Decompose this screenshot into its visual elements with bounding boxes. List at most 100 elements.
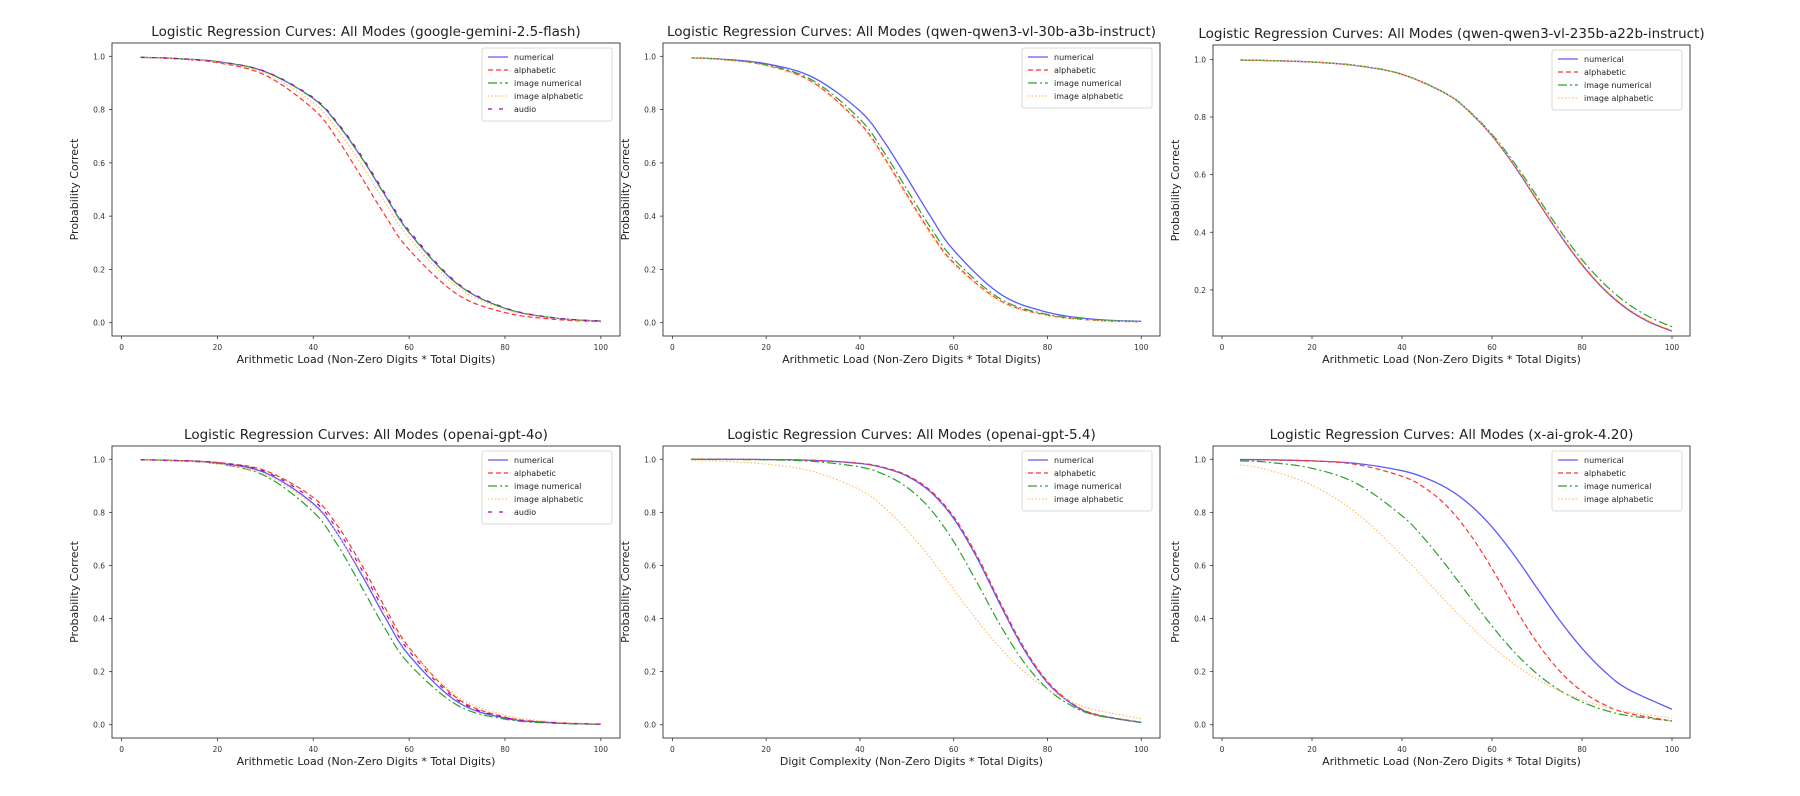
y-tick-label: 0.0 bbox=[93, 319, 105, 328]
legend-label: image alphabetic bbox=[1054, 495, 1123, 504]
legend-label: image numerical bbox=[1584, 482, 1651, 491]
x-tick-label: 40 bbox=[309, 745, 319, 754]
legend-label: image numerical bbox=[514, 482, 581, 491]
y-tick-label: 1.0 bbox=[93, 52, 105, 61]
x-tick-label: 80 bbox=[500, 343, 510, 352]
y-tick-label: 0.8 bbox=[1194, 113, 1206, 122]
legend-label: image alphabetic bbox=[514, 495, 583, 504]
x-axis-label: Arithmetic Load (Non-Zero Digits * Total… bbox=[782, 353, 1041, 366]
series-line-image-numerical bbox=[140, 459, 601, 725]
y-axis-label: Probability Correct bbox=[1169, 139, 1182, 241]
y-tick-label: 0.0 bbox=[644, 319, 656, 328]
x-tick-label: 60 bbox=[404, 343, 414, 352]
chart-title: Logistic Regression Curves: All Modes (o… bbox=[184, 427, 548, 443]
legend-label: numerical bbox=[1584, 456, 1624, 465]
x-tick-label: 0 bbox=[119, 343, 124, 352]
legend-label: alphabetic bbox=[514, 469, 556, 478]
chart-panel-2: Logistic Regression Curves: All Modes (q… bbox=[619, 24, 1161, 366]
legend-box bbox=[1021, 450, 1153, 512]
series-line-numerical bbox=[691, 57, 1142, 322]
y-tick-label: 0.0 bbox=[93, 721, 105, 730]
legend-box bbox=[481, 450, 613, 525]
x-tick-label: 60 bbox=[404, 745, 414, 754]
chart-panel-1: Logistic Regression Curves: All Modes (g… bbox=[68, 24, 621, 366]
y-tick-label: 0.4 bbox=[93, 212, 105, 221]
plot-area-frame bbox=[662, 42, 1161, 337]
legend-label: image alphabetic bbox=[1054, 92, 1123, 101]
x-tick-label: 80 bbox=[500, 745, 510, 754]
y-tick-label: 0.2 bbox=[93, 265, 105, 274]
y-tick-label: 0.8 bbox=[93, 508, 105, 517]
y-tick-label: 0.4 bbox=[1194, 615, 1206, 624]
y-tick-label: 0.6 bbox=[93, 159, 105, 168]
legend-label: image numerical bbox=[514, 79, 581, 88]
x-axis-label: Arithmetic Load (Non-Zero Digits * Total… bbox=[1322, 755, 1581, 768]
x-tick-label: 20 bbox=[761, 745, 771, 754]
y-tick-label: 0.8 bbox=[644, 508, 656, 517]
y-tick-label: 0.2 bbox=[1194, 286, 1206, 295]
chart-title: Logistic Regression Curves: All Modes (o… bbox=[727, 427, 1096, 443]
series-line-alphabetic bbox=[1239, 458, 1673, 722]
plot-area-frame bbox=[1212, 44, 1691, 337]
chart-title: Logistic Regression Curves: All Modes (q… bbox=[667, 24, 1156, 40]
x-tick-label: 20 bbox=[213, 343, 223, 352]
y-tick-label: 0.6 bbox=[1194, 561, 1206, 570]
x-tick-label: 100 bbox=[1665, 745, 1680, 754]
series-line-alphabetic bbox=[1239, 59, 1673, 332]
series-line-alphabetic bbox=[140, 459, 601, 725]
x-tick-label: 40 bbox=[1397, 343, 1407, 352]
y-tick-label: 1.0 bbox=[644, 52, 656, 61]
y-tick-label: 0.6 bbox=[1194, 171, 1206, 180]
x-axis-label: Arithmetic Load (Non-Zero Digits * Total… bbox=[237, 353, 496, 366]
legend-label: image alphabetic bbox=[1584, 495, 1653, 504]
series-line-image-numerical bbox=[1239, 460, 1673, 722]
series-line-image-numerical bbox=[1239, 59, 1673, 328]
x-tick-label: 40 bbox=[309, 343, 319, 352]
x-axis-label: Arithmetic Load (Non-Zero Digits * Total… bbox=[1322, 353, 1581, 366]
series-line-audio bbox=[140, 56, 601, 322]
legend-label: audio bbox=[514, 508, 536, 517]
y-axis-label: Probability Correct bbox=[619, 540, 632, 642]
plot-area-frame bbox=[111, 42, 621, 337]
x-tick-label: 0 bbox=[670, 745, 675, 754]
x-tick-label: 100 bbox=[1665, 343, 1680, 352]
x-tick-label: 20 bbox=[761, 343, 771, 352]
x-tick-label: 80 bbox=[1043, 343, 1053, 352]
y-tick-label: 0.6 bbox=[644, 561, 656, 570]
x-axis-label: Digit Complexity (Non-Zero Digits * Tota… bbox=[780, 755, 1043, 768]
chart-title: Logistic Regression Curves: All Modes (q… bbox=[1198, 26, 1704, 42]
legend-label: numerical bbox=[514, 53, 554, 62]
y-tick-label: 0.8 bbox=[644, 106, 656, 115]
x-tick-label: 60 bbox=[1487, 745, 1497, 754]
series-line-alphabetic bbox=[140, 56, 601, 323]
y-tick-label: 0.6 bbox=[93, 561, 105, 570]
x-tick-label: 0 bbox=[119, 745, 124, 754]
legend-label: alphabetic bbox=[1054, 469, 1096, 478]
legend-label: alphabetic bbox=[1054, 66, 1096, 75]
x-tick-label: 0 bbox=[1220, 343, 1225, 352]
x-tick-label: 80 bbox=[1043, 745, 1053, 754]
y-tick-label: 0.4 bbox=[644, 212, 656, 221]
x-tick-label: 100 bbox=[1134, 343, 1149, 352]
x-tick-label: 60 bbox=[949, 343, 959, 352]
legend-label: image numerical bbox=[1054, 79, 1121, 88]
plot-area-frame bbox=[662, 445, 1161, 739]
x-tick-label: 60 bbox=[949, 745, 959, 754]
y-tick-label: 0.2 bbox=[93, 668, 105, 677]
series-line-image-alphabetic bbox=[691, 57, 1142, 323]
series-line-image-numerical bbox=[140, 56, 601, 322]
x-tick-label: 100 bbox=[1134, 745, 1149, 754]
y-tick-label: 0.8 bbox=[1194, 508, 1206, 517]
legend-label: numerical bbox=[1054, 456, 1094, 465]
plot-area-frame bbox=[111, 445, 621, 739]
y-tick-label: 0.4 bbox=[644, 615, 656, 624]
legend-box bbox=[1021, 47, 1153, 109]
x-axis-label: Arithmetic Load (Non-Zero Digits * Total… bbox=[237, 755, 496, 768]
y-axis-label: Probability Correct bbox=[1169, 540, 1182, 642]
legend-label: image alphabetic bbox=[514, 92, 583, 101]
legend-label: image numerical bbox=[1054, 482, 1121, 491]
y-tick-label: 0.0 bbox=[1194, 721, 1206, 730]
chart-panel-4: Logistic Regression Curves: All Modes (o… bbox=[68, 427, 621, 768]
